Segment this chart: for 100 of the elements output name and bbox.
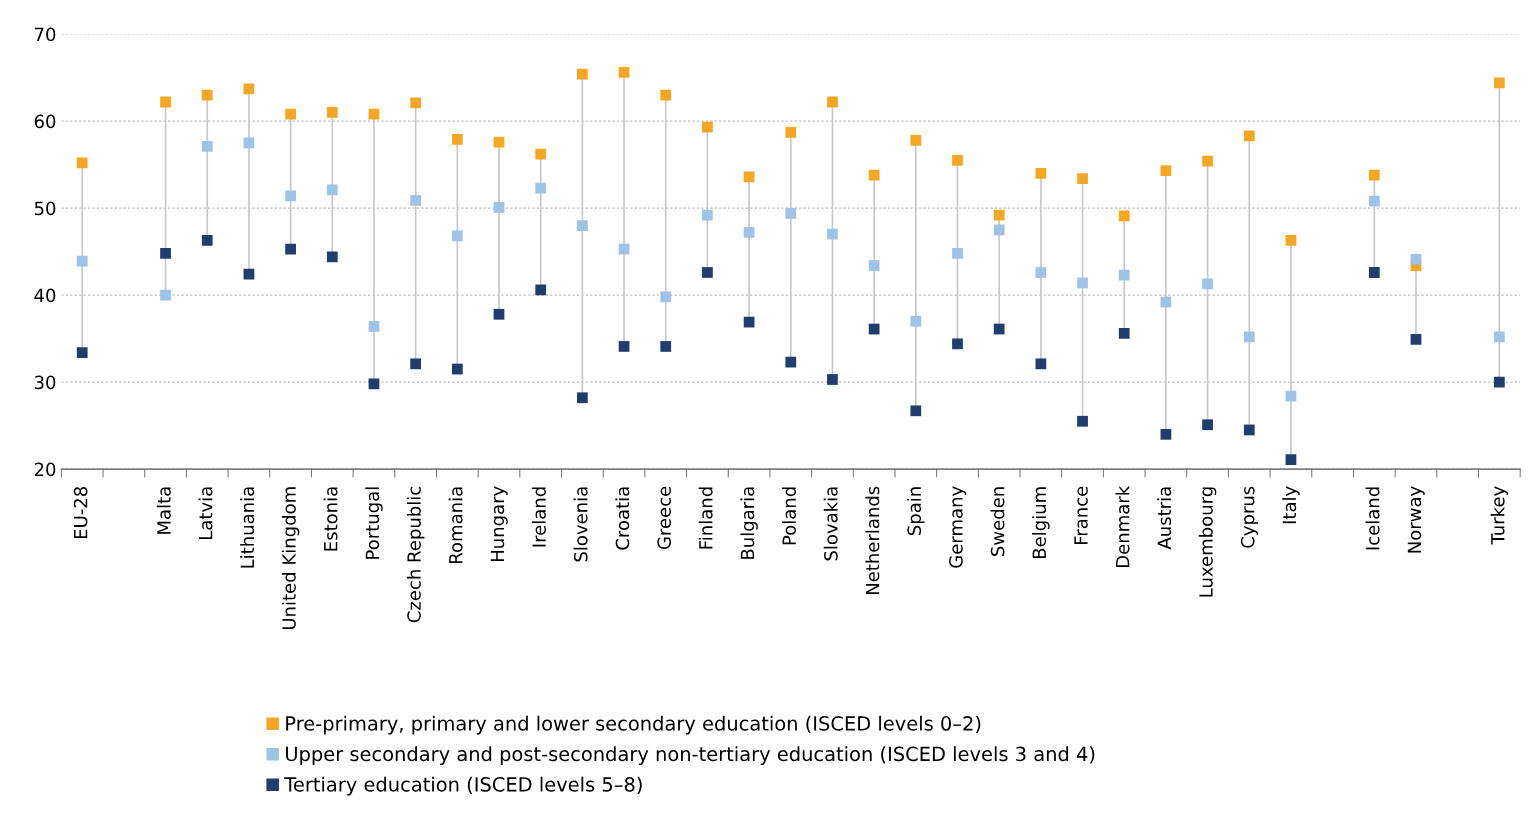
x-tick-label: Netherlands [865,486,880,595]
x-tick-label: Slovakia [823,487,838,561]
point [952,154,963,166]
point [76,157,88,169]
point [1077,277,1088,289]
x-tick-label: Slovenia [573,487,588,562]
point [368,321,380,332]
point [160,247,171,259]
y-tick-label: 60 [34,114,56,129]
point [1202,419,1213,431]
point [1285,234,1297,246]
x-tick-label: Hungary [490,486,508,562]
point [451,134,463,145]
point [1160,428,1172,440]
point [285,243,296,255]
point [993,323,1005,335]
point [827,96,838,108]
point [827,228,838,240]
point [1368,267,1380,278]
point [993,209,1005,221]
point [1160,165,1172,177]
point [702,121,713,133]
point [785,127,797,138]
point [285,108,296,120]
point [1118,328,1130,339]
x-tick-label: Lithuania [240,487,255,568]
point [785,207,797,219]
point [827,374,838,385]
x-tick-label: Finland [698,487,713,549]
point [1202,278,1213,290]
x-tick-label: Cyprus [1240,486,1259,548]
point [1243,331,1255,343]
point [660,291,672,303]
point [451,230,463,242]
legend-label: Upper secondary and post-secondary non-tertiary education (ISCED levels 3 and 4) [286,746,1095,766]
x-tick-label: Sweden [990,487,1005,556]
point [201,89,213,101]
y-tick-label: 70 [35,27,56,42]
point [1118,269,1130,281]
x-tick-label: France [1074,486,1088,545]
x-tick-label: Malta [156,487,171,534]
x-tick-label: Italy [1282,486,1300,524]
point [243,268,255,280]
point [368,108,380,120]
point [576,68,588,80]
point [952,338,963,350]
point [702,267,713,278]
point [451,363,463,375]
x-tick-label: Greece [657,486,671,550]
point [326,107,338,118]
point [910,134,922,146]
point [368,378,380,390]
point [1493,77,1505,89]
point [326,251,338,263]
point [910,405,922,417]
y-tick-label: 50 [34,201,56,216]
point [952,247,963,259]
x-tick-label: United Kingdom [281,487,300,630]
x-tick-label: Croatia [615,487,630,550]
legend-label: Pre-primary, primary and lower secondary education (ISCED levels 0–2) [286,715,981,735]
point [76,347,88,358]
point [1243,424,1255,436]
point [1368,169,1380,181]
point [743,227,755,238]
point [1243,130,1255,142]
x-tick-label: Portugal [365,487,383,559]
point [160,96,171,108]
legend-label: Tertiary education (ISCED levels 5–8) [284,776,642,796]
y-tick-label: 30 [34,375,56,390]
point [410,194,422,206]
x-tick-label: Belgium [1032,487,1050,559]
point [535,182,547,194]
point [1077,173,1088,184]
x-tick-label: Poland [782,487,797,545]
point [868,323,880,335]
x-tick-label: Estonia [323,487,338,551]
point [1035,267,1047,278]
point [1410,254,1422,265]
x-tick-label: Austria [1157,487,1172,550]
point [1118,210,1130,222]
x-tick-label: Spain [907,487,925,536]
y-tick-label: 40 [34,288,56,303]
point [1493,376,1505,388]
point [1368,195,1380,207]
point [160,289,171,301]
x-tick-label: Luxembourg [1198,487,1217,597]
point [868,260,880,271]
x-tick-label: Czech Republic [406,486,425,623]
point [410,358,422,370]
x-tick-label: Germany [949,486,967,568]
point [1410,334,1422,345]
point [535,284,547,296]
point [910,315,922,327]
point [1285,454,1297,465]
point [535,148,547,160]
point [201,234,213,246]
x-tick-label: Denmark [1115,485,1130,567]
x-tick-label: Ireland [531,487,546,547]
point [993,224,1005,236]
point [1035,358,1047,370]
